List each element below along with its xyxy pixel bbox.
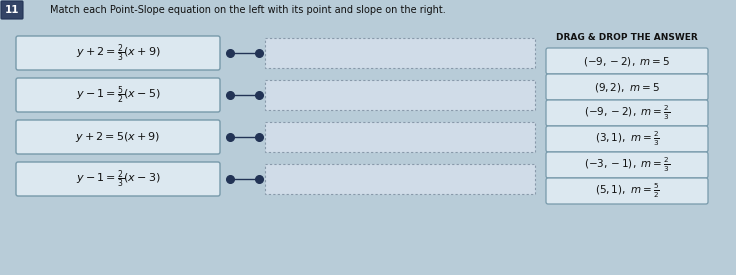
Text: $(-9, -2),\ m = 5$: $(-9, -2),\ m = 5$ xyxy=(584,54,670,67)
Text: $(9, 2),\ m = 5$: $(9, 2),\ m = 5$ xyxy=(594,81,660,94)
FancyBboxPatch shape xyxy=(265,164,535,194)
FancyBboxPatch shape xyxy=(265,38,535,68)
Text: $y - 1 = \frac{5}{2}(x - 5)$: $y - 1 = \frac{5}{2}(x - 5)$ xyxy=(76,84,160,106)
Text: Match each Point-Slope equation on the left with its point and slope on the righ: Match each Point-Slope equation on the l… xyxy=(50,5,446,15)
FancyBboxPatch shape xyxy=(546,126,708,152)
FancyBboxPatch shape xyxy=(546,48,708,74)
FancyBboxPatch shape xyxy=(16,162,220,196)
FancyBboxPatch shape xyxy=(546,178,708,204)
FancyBboxPatch shape xyxy=(1,1,23,19)
FancyBboxPatch shape xyxy=(265,80,535,110)
FancyBboxPatch shape xyxy=(16,120,220,154)
FancyBboxPatch shape xyxy=(16,78,220,112)
FancyBboxPatch shape xyxy=(265,122,535,152)
FancyBboxPatch shape xyxy=(546,152,708,178)
FancyBboxPatch shape xyxy=(546,74,708,100)
Text: $(3, 1),\ m = \frac{2}{3}$: $(3, 1),\ m = \frac{2}{3}$ xyxy=(595,130,659,148)
Text: 11: 11 xyxy=(4,5,19,15)
FancyBboxPatch shape xyxy=(546,100,708,126)
Text: $(5, 1),\ m = \frac{5}{2}$: $(5, 1),\ m = \frac{5}{2}$ xyxy=(595,182,659,200)
Text: $y + 2 = 5(x + 9)$: $y + 2 = 5(x + 9)$ xyxy=(75,130,160,144)
FancyBboxPatch shape xyxy=(16,36,220,70)
Text: $y + 2 = \frac{2}{3}(x + 9)$: $y + 2 = \frac{2}{3}(x + 9)$ xyxy=(76,42,160,64)
Text: $(-3, -1),\ m = \frac{2}{3}$: $(-3, -1),\ m = \frac{2}{3}$ xyxy=(584,156,670,174)
Text: $(-9, -2),\ m = \frac{2}{3}$: $(-9, -2),\ m = \frac{2}{3}$ xyxy=(584,104,670,122)
Text: DRAG & DROP THE ANSWER: DRAG & DROP THE ANSWER xyxy=(556,34,698,43)
Text: $y - 1 = \frac{2}{3}(x - 3)$: $y - 1 = \frac{2}{3}(x - 3)$ xyxy=(76,168,160,190)
